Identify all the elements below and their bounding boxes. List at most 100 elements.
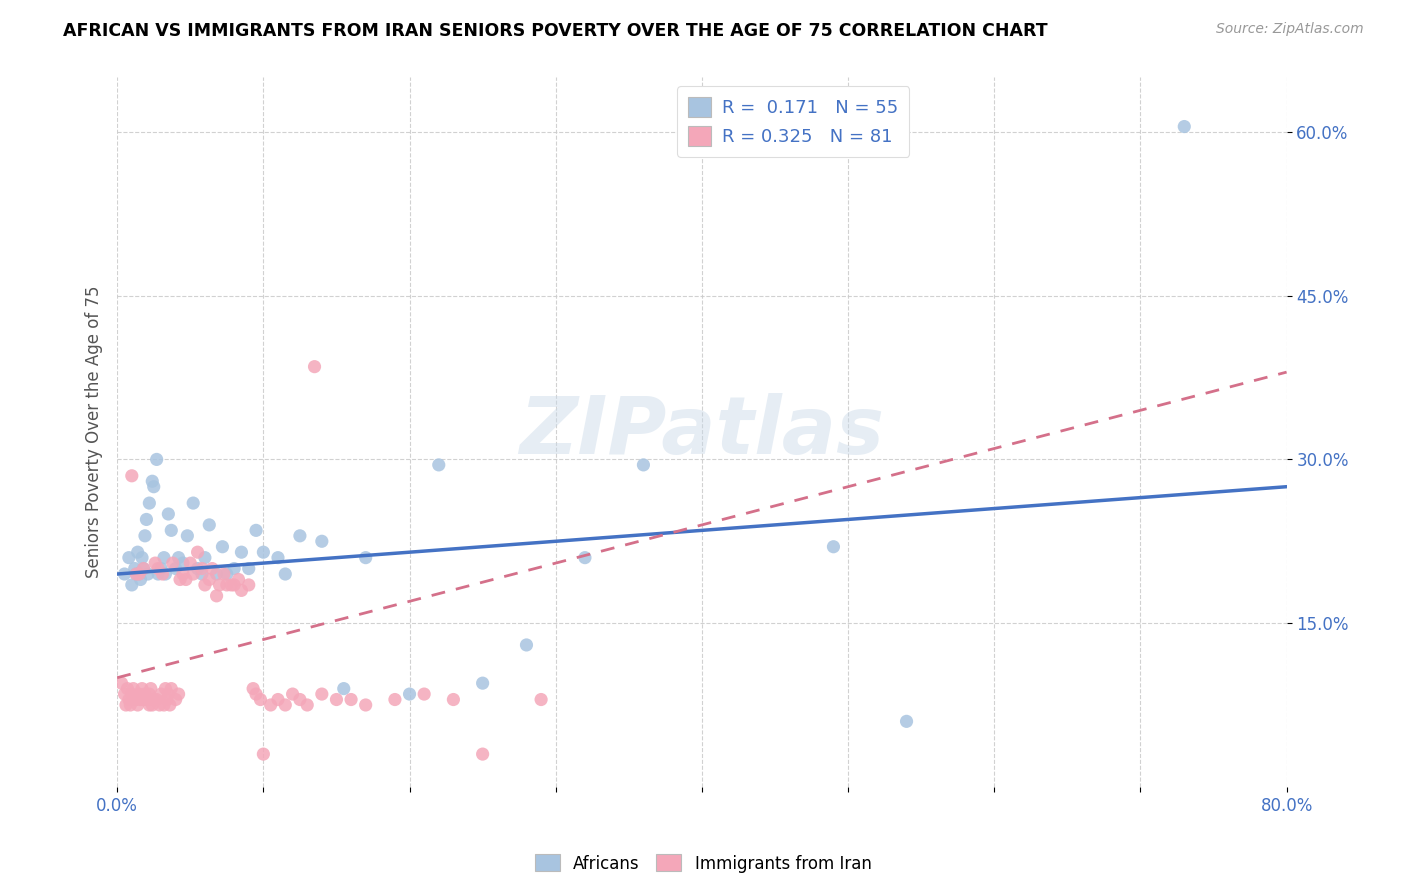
Point [160,681,183,696]
Point [160,524,183,538]
Point [143,556,166,570]
Point [238,561,260,575]
Point [252,545,274,559]
Point [138,496,160,510]
Point [124,692,146,706]
Point [176,529,198,543]
Point [231,583,253,598]
Point [141,698,163,712]
Point [121,687,143,701]
Point [201,561,224,575]
Point [125,567,148,582]
Point [110,676,132,690]
Point [249,692,271,706]
Point [129,573,152,587]
Point [114,687,136,701]
Point [121,578,143,592]
Point [142,480,165,494]
Point [211,540,233,554]
Point [131,681,153,696]
Legend: R =  0.171   N = 55, R = 0.325   N = 81: R = 0.171 N = 55, R = 0.325 N = 81 [676,87,910,157]
Point [167,550,190,565]
Point [142,692,165,706]
Point [118,550,141,565]
Point [162,556,184,570]
Point [134,687,156,701]
Point [136,692,159,706]
Point [311,687,333,701]
Point [148,698,170,712]
Point [198,573,221,587]
Point [219,578,242,592]
Point [224,561,246,575]
Point [208,578,231,592]
Point [238,578,260,592]
Point [152,567,174,582]
Point [340,692,363,706]
Point [252,747,274,761]
Point [413,687,436,701]
Point [398,687,420,701]
Point [228,573,250,587]
Point [297,698,319,712]
Point [354,550,377,565]
Point [181,567,204,582]
Point [174,573,197,587]
Point [574,550,596,565]
Point [127,545,149,559]
Point [267,550,290,565]
Point [441,692,464,706]
Text: Source: ZipAtlas.com: Source: ZipAtlas.com [1216,22,1364,37]
Point [304,359,326,374]
Point [205,589,228,603]
Point [146,567,169,582]
Point [172,567,194,582]
Point [181,496,204,510]
Point [157,507,180,521]
Point [205,567,228,582]
Point [471,676,494,690]
Point [125,567,148,582]
Y-axis label: Seniors Poverty Over the Age of 75: Seniors Poverty Over the Age of 75 [86,286,103,578]
Point [114,567,136,582]
Point [288,529,311,543]
Point [1173,120,1195,134]
Point [325,692,347,706]
Point [215,567,238,582]
Point [134,529,156,543]
Point [150,561,173,575]
Point [179,556,201,570]
Point [281,687,304,701]
Point [115,698,138,712]
Legend: Africans, Immigrants from Iran: Africans, Immigrants from Iran [527,847,879,880]
Point [139,681,162,696]
Point [172,556,194,570]
Point [132,561,155,575]
Point [118,692,141,706]
Point [332,681,354,696]
Point [155,567,177,582]
Point [122,681,145,696]
Point [194,578,217,592]
Point [187,561,209,575]
Point [131,550,153,565]
Point [212,567,235,582]
Point [138,698,160,712]
Point [242,681,264,696]
Point [245,524,267,538]
Point [159,698,181,712]
Point [191,567,214,582]
Point [165,561,187,575]
Point [515,638,537,652]
Point [157,687,180,701]
Point [288,692,311,706]
Point [198,517,221,532]
Point [215,578,238,592]
Point [311,534,333,549]
Point [427,458,450,472]
Point [153,698,176,712]
Point [260,698,283,712]
Point [146,561,169,575]
Point [117,681,139,696]
Point [127,698,149,712]
